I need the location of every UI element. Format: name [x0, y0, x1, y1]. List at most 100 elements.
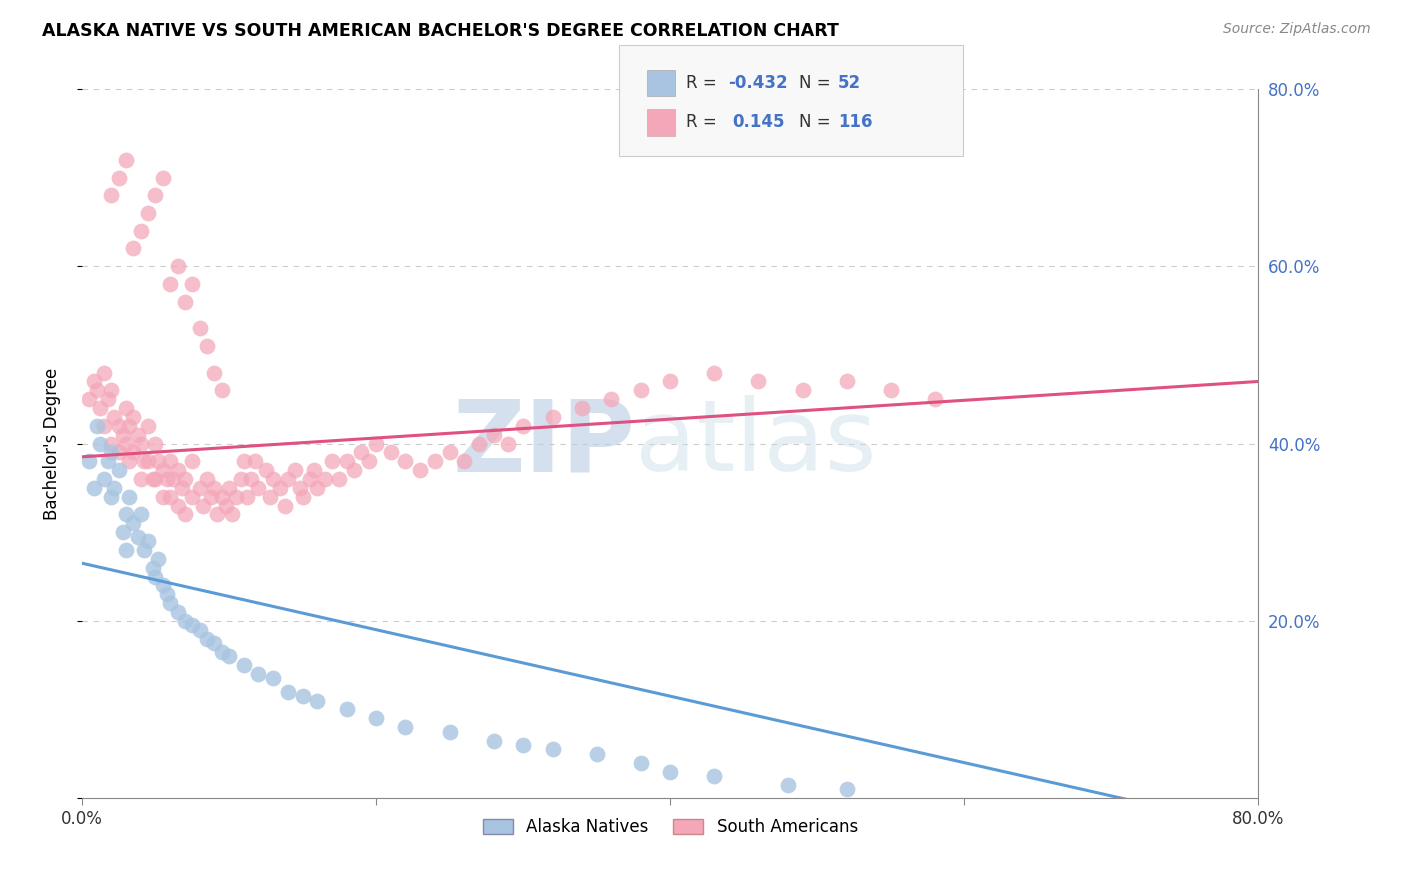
Point	[156, 472, 179, 486]
Text: -0.432: -0.432	[728, 74, 787, 92]
Point	[439, 724, 461, 739]
Point	[93, 418, 115, 433]
Point	[291, 490, 314, 504]
Point	[159, 454, 181, 468]
Point	[100, 490, 122, 504]
Point	[152, 490, 174, 504]
Point	[630, 756, 652, 770]
Point	[364, 711, 387, 725]
Point	[97, 454, 120, 468]
Point	[229, 472, 252, 486]
Point	[703, 366, 725, 380]
Point	[364, 436, 387, 450]
Point	[159, 490, 181, 504]
Point	[181, 618, 204, 632]
Point	[181, 490, 204, 504]
Point	[107, 418, 129, 433]
Point	[247, 667, 270, 681]
Point	[103, 409, 125, 424]
Point	[148, 551, 170, 566]
Point	[159, 277, 181, 291]
Point	[439, 445, 461, 459]
Point	[132, 454, 155, 468]
Point	[136, 418, 159, 433]
Point	[181, 277, 204, 291]
Point	[129, 224, 152, 238]
Point	[129, 508, 152, 522]
Point	[191, 499, 214, 513]
Point	[835, 782, 858, 797]
Point	[218, 481, 240, 495]
Point	[200, 490, 222, 504]
Point	[453, 454, 475, 468]
Point	[659, 764, 682, 779]
Text: R =: R =	[686, 74, 723, 92]
Point	[232, 658, 254, 673]
Point	[274, 499, 297, 513]
Point	[498, 436, 520, 450]
Point	[924, 392, 946, 407]
Point	[86, 418, 108, 433]
Point	[145, 436, 167, 450]
Point	[512, 418, 534, 433]
Point	[394, 454, 416, 468]
Point	[152, 578, 174, 592]
Point	[188, 623, 211, 637]
Point	[336, 454, 359, 468]
Point	[118, 454, 141, 468]
Point	[776, 778, 799, 792]
Point	[880, 384, 903, 398]
Text: 52: 52	[838, 74, 860, 92]
Point	[314, 472, 336, 486]
Point	[112, 525, 135, 540]
Point	[512, 738, 534, 752]
Point	[307, 693, 329, 707]
Point	[585, 747, 607, 761]
Point	[174, 614, 197, 628]
Point	[127, 427, 149, 442]
Point	[259, 490, 281, 504]
Point	[129, 436, 152, 450]
Point	[541, 409, 564, 424]
Point	[482, 427, 505, 442]
Point	[304, 463, 326, 477]
Point	[218, 649, 240, 664]
Point	[79, 392, 101, 407]
Y-axis label: Bachelor's Degree: Bachelor's Degree	[44, 368, 60, 520]
Point	[79, 454, 101, 468]
Point	[115, 153, 138, 167]
Point	[350, 445, 373, 459]
Point	[262, 672, 284, 686]
Point	[162, 472, 184, 486]
Point	[298, 472, 321, 486]
Point	[152, 463, 174, 477]
Point	[195, 339, 218, 353]
Point	[166, 259, 188, 273]
Point	[136, 454, 159, 468]
Point	[269, 481, 291, 495]
Point	[211, 384, 233, 398]
Point	[482, 733, 505, 747]
Point	[247, 481, 270, 495]
Point	[89, 436, 111, 450]
Text: ZIP: ZIP	[453, 395, 636, 492]
Point	[357, 454, 380, 468]
Point	[291, 689, 314, 703]
Point	[100, 445, 122, 459]
Point	[600, 392, 623, 407]
Point	[394, 720, 416, 734]
Legend: Alaska Natives, South Americans: Alaska Natives, South Americans	[475, 812, 865, 843]
Point	[122, 409, 145, 424]
Point	[100, 384, 122, 398]
Point	[112, 427, 135, 442]
Point	[166, 463, 188, 477]
Point	[380, 445, 402, 459]
Point	[174, 472, 197, 486]
Point	[703, 769, 725, 783]
Point	[145, 569, 167, 583]
Point	[202, 481, 225, 495]
Text: Source: ZipAtlas.com: Source: ZipAtlas.com	[1223, 22, 1371, 37]
Point	[115, 401, 138, 415]
Point	[211, 645, 233, 659]
Point	[122, 242, 145, 256]
